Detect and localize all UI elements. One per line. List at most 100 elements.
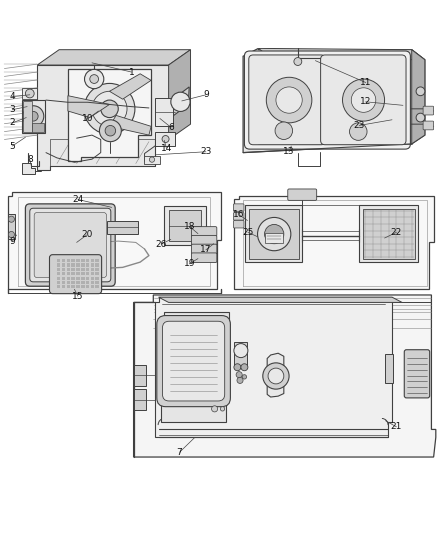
Circle shape <box>220 407 225 411</box>
Bar <box>62 259 65 262</box>
Bar <box>76 259 80 262</box>
Bar <box>71 272 75 275</box>
Circle shape <box>85 69 104 88</box>
Text: 23: 23 <box>200 147 212 156</box>
FancyBboxPatch shape <box>162 321 225 401</box>
Text: 6: 6 <box>168 123 174 132</box>
Text: 17: 17 <box>200 245 212 254</box>
Bar <box>245 205 302 262</box>
Text: 25: 25 <box>242 228 254 237</box>
Bar <box>81 268 85 271</box>
Bar <box>95 268 99 271</box>
Text: 26: 26 <box>155 240 167 249</box>
FancyBboxPatch shape <box>233 204 244 211</box>
Bar <box>81 263 85 266</box>
Text: 16: 16 <box>233 211 245 219</box>
Polygon shape <box>68 96 110 118</box>
FancyBboxPatch shape <box>423 121 434 130</box>
Bar <box>67 268 70 271</box>
Bar <box>71 259 75 262</box>
Text: 18: 18 <box>184 222 195 231</box>
Text: 24: 24 <box>72 195 84 204</box>
Text: 9: 9 <box>9 237 15 246</box>
Bar <box>67 259 70 262</box>
Circle shape <box>171 92 190 111</box>
FancyBboxPatch shape <box>49 255 102 294</box>
Text: 23: 23 <box>353 121 365 130</box>
Bar <box>67 277 70 280</box>
Text: 21: 21 <box>391 422 402 431</box>
Text: 19: 19 <box>184 260 195 269</box>
Bar <box>81 281 85 284</box>
Circle shape <box>234 344 248 358</box>
Bar <box>95 285 99 288</box>
Circle shape <box>8 231 14 238</box>
Text: 2: 2 <box>10 118 15 127</box>
FancyBboxPatch shape <box>191 236 217 245</box>
Circle shape <box>28 111 38 121</box>
Bar <box>86 272 89 275</box>
Text: 14: 14 <box>161 144 172 153</box>
FancyBboxPatch shape <box>423 106 434 115</box>
Bar <box>91 268 94 271</box>
Bar <box>57 281 60 284</box>
Text: 15: 15 <box>72 292 84 301</box>
Bar <box>32 123 44 132</box>
Bar <box>71 277 75 280</box>
Bar <box>91 263 94 266</box>
FancyBboxPatch shape <box>191 253 217 263</box>
Circle shape <box>101 100 118 118</box>
Circle shape <box>265 224 284 244</box>
Bar <box>95 281 99 284</box>
Bar <box>71 268 75 271</box>
FancyBboxPatch shape <box>157 316 230 407</box>
Bar <box>265 233 283 243</box>
Bar <box>62 277 65 280</box>
Bar <box>67 281 70 284</box>
Circle shape <box>212 406 218 412</box>
Text: 8: 8 <box>27 155 33 164</box>
Circle shape <box>237 377 243 383</box>
Circle shape <box>92 91 127 126</box>
Circle shape <box>25 89 34 98</box>
Bar <box>95 277 99 280</box>
Polygon shape <box>22 163 35 174</box>
Polygon shape <box>68 69 151 161</box>
Circle shape <box>276 87 302 113</box>
Text: 4: 4 <box>10 92 15 101</box>
FancyBboxPatch shape <box>249 55 325 145</box>
Bar <box>57 263 60 266</box>
Polygon shape <box>110 74 151 99</box>
Bar <box>86 277 89 280</box>
Circle shape <box>350 123 367 140</box>
Bar <box>62 263 65 266</box>
Bar <box>76 277 80 280</box>
Bar <box>81 272 85 275</box>
Bar <box>22 88 37 99</box>
Bar <box>134 389 146 410</box>
Bar <box>91 277 94 280</box>
Bar <box>86 281 89 284</box>
FancyBboxPatch shape <box>191 244 217 254</box>
Text: 20: 20 <box>81 230 92 239</box>
FancyBboxPatch shape <box>191 227 217 236</box>
Bar <box>62 285 65 288</box>
Circle shape <box>294 58 302 66</box>
Circle shape <box>234 364 241 371</box>
Circle shape <box>263 363 289 389</box>
Bar <box>385 354 393 383</box>
FancyBboxPatch shape <box>404 350 430 398</box>
Bar <box>67 263 70 266</box>
Bar <box>71 281 75 284</box>
FancyBboxPatch shape <box>244 51 410 149</box>
Bar <box>91 281 94 284</box>
Bar <box>86 268 89 271</box>
Bar <box>76 263 80 266</box>
Bar <box>76 268 80 271</box>
Polygon shape <box>412 50 425 144</box>
Text: 7: 7 <box>177 448 183 457</box>
Bar <box>169 211 201 241</box>
Circle shape <box>149 157 155 162</box>
Bar <box>57 259 60 262</box>
Bar <box>57 268 60 271</box>
